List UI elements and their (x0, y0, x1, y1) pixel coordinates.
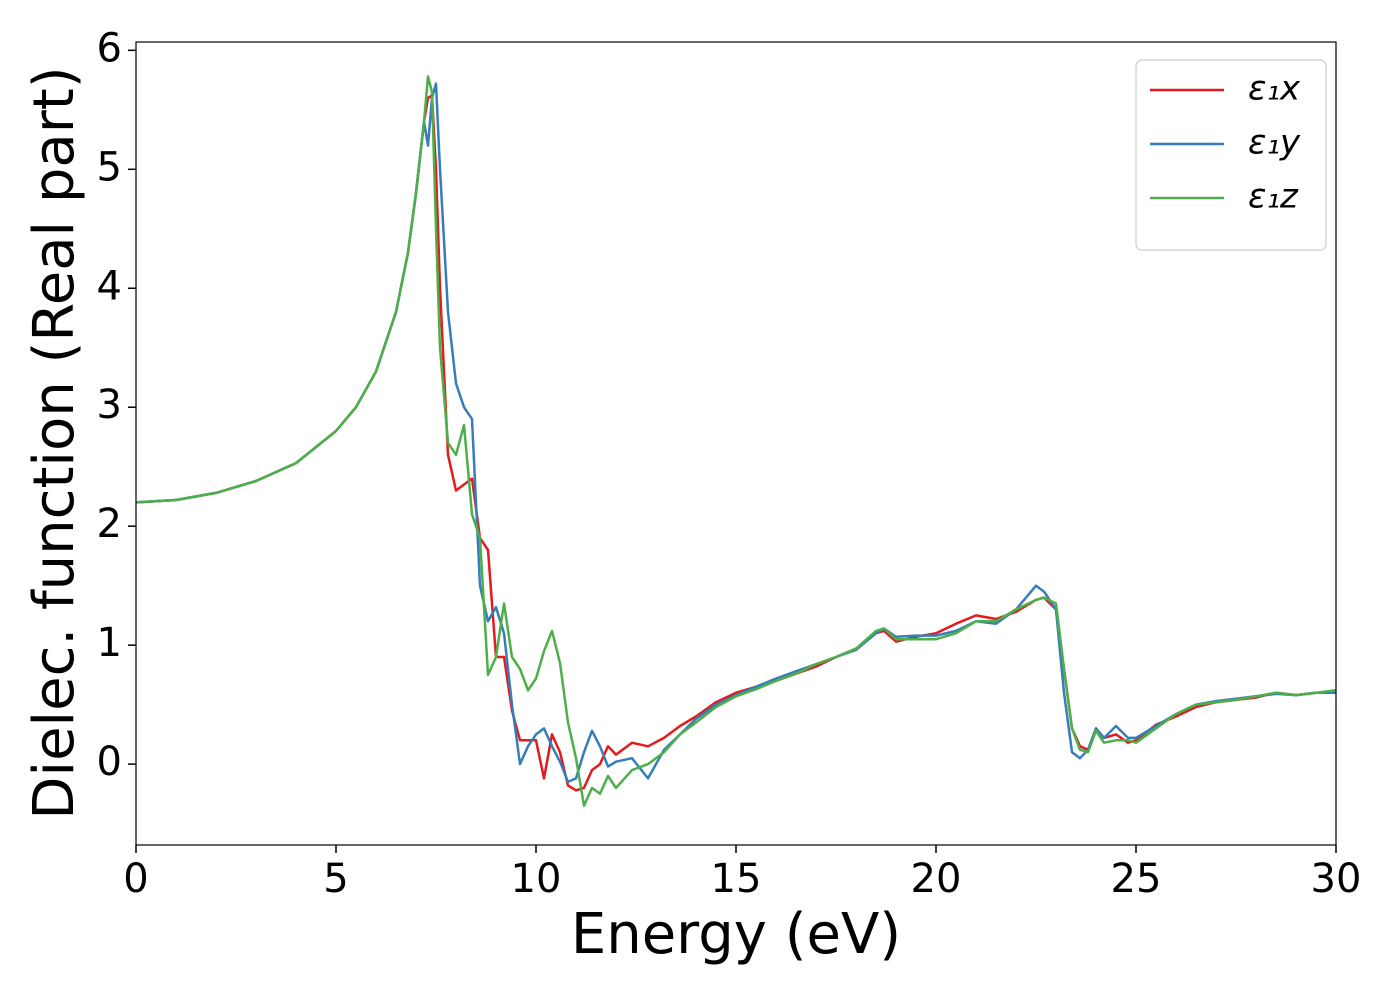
x-tick-label: 20 (911, 856, 962, 902)
y-tick-label: 6 (97, 25, 122, 71)
y-tick-label: 2 (97, 501, 122, 547)
legend-label: ε₁x (1248, 69, 1301, 109)
legend-box (1135, 59, 1327, 251)
x-tick-label: 25 (1111, 856, 1162, 902)
x-tick-label: 0 (123, 856, 148, 902)
y-tick-label: 0 (97, 739, 122, 785)
y-tick-label: 4 (97, 263, 122, 309)
x-axis-label: Energy (eV) (571, 902, 901, 967)
legend: ε₁x ε₁y ε₁z (1135, 59, 1327, 251)
y-tick-label: 3 (97, 382, 122, 428)
legend-label: ε₁z (1248, 177, 1299, 217)
y-tick-label: 5 (97, 144, 122, 190)
x-tick-label: 30 (1311, 856, 1362, 902)
y-axis-label: Dielec. function (Real part) (22, 66, 87, 819)
x-tick-label: 10 (511, 856, 562, 902)
legend-label: ε₁y (1248, 123, 1301, 163)
plot-frame (135, 41, 1337, 846)
x-tick-label: 15 (711, 856, 762, 902)
y-tick-label: 1 (97, 620, 122, 666)
line-series (135, 75, 1337, 807)
x-tick-label: 5 (323, 856, 348, 902)
